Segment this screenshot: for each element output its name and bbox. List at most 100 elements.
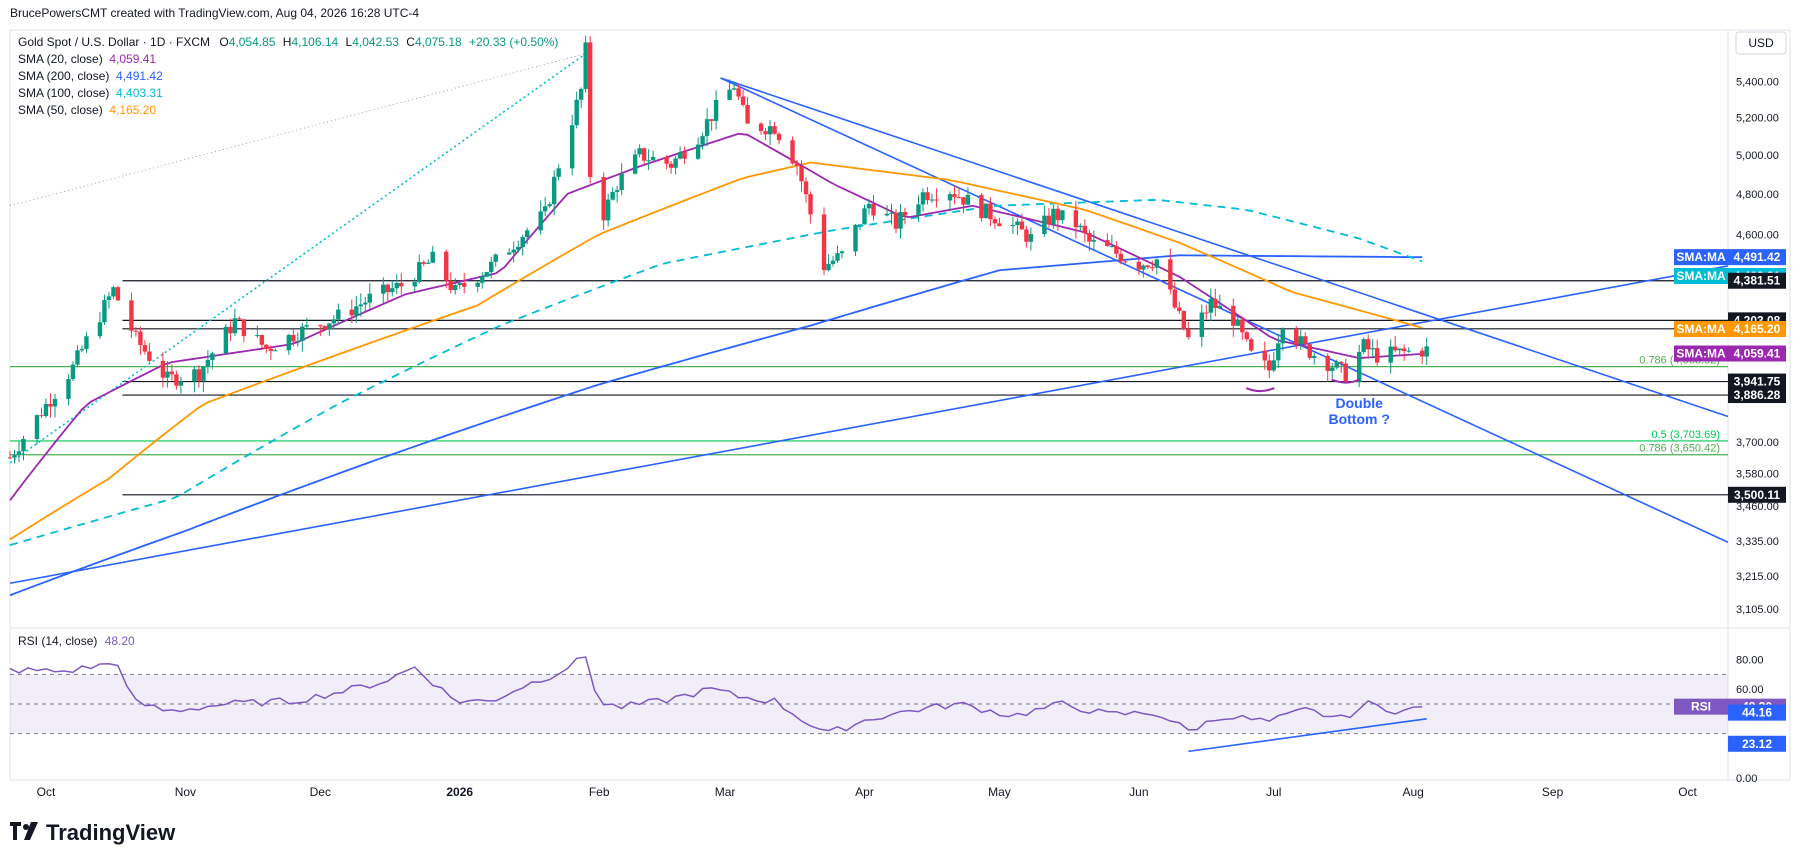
candle-body bbox=[1154, 259, 1160, 268]
candle-body bbox=[1370, 348, 1375, 350]
badge-label-box bbox=[1674, 698, 1728, 715]
candle-body bbox=[961, 197, 966, 205]
symbol-row[interactable]: Gold Spot / U.S. Dollar · 1D · FXCM O4,0… bbox=[18, 34, 558, 51]
ohlc-high-key: H bbox=[282, 35, 292, 49]
badge-label-text: RSI bbox=[1691, 700, 1711, 714]
candle-body bbox=[650, 157, 656, 161]
badge-label-box bbox=[1674, 249, 1728, 266]
candle-body bbox=[39, 415, 44, 417]
candle-body bbox=[115, 287, 121, 301]
trendline bbox=[720, 77, 1729, 418]
indicator-sma100[interactable]: SMA (100, close) 4,403.31 bbox=[18, 85, 558, 102]
candle-body bbox=[884, 213, 890, 216]
candle-body bbox=[363, 302, 368, 305]
candle-body bbox=[1073, 210, 1079, 228]
candle-body bbox=[1424, 346, 1429, 357]
ohlc-open-value: 4,054.85 bbox=[228, 35, 276, 49]
currency-button[interactable]: USD bbox=[1735, 31, 1787, 55]
candle-body bbox=[542, 206, 548, 212]
indicator-label: SMA (50, close) bbox=[18, 103, 103, 117]
candle-body bbox=[889, 212, 894, 214]
candle-body bbox=[394, 283, 399, 289]
price-tick-label: 3,335.00 bbox=[1736, 536, 1779, 548]
tradingview-logo-text: TradingView bbox=[46, 820, 176, 845]
candle-body bbox=[1262, 350, 1267, 361]
candle-body bbox=[745, 104, 750, 124]
time-tick-label: Dec bbox=[310, 785, 331, 799]
ohlc-low-key: L bbox=[345, 35, 353, 49]
candle-body bbox=[448, 280, 453, 291]
price-tick-label: 3,460.00 bbox=[1736, 501, 1779, 513]
time-tick-label: May bbox=[988, 785, 1011, 799]
badge-value-box bbox=[1728, 272, 1786, 289]
candle-body bbox=[920, 192, 926, 205]
candle-body bbox=[1091, 240, 1097, 242]
candle-body bbox=[1330, 367, 1335, 371]
symbol-title: Gold Spot / U.S. Dollar · 1D · FXCM bbox=[18, 35, 211, 49]
indicator-sma20[interactable]: SMA (20, close) 4,059.41 bbox=[18, 51, 558, 68]
candle-body bbox=[790, 140, 795, 164]
candle-body bbox=[664, 157, 669, 164]
time-tick-label: Mar bbox=[715, 785, 736, 799]
candle-body bbox=[304, 325, 310, 327]
candle-body bbox=[232, 318, 238, 334]
candle-body bbox=[129, 300, 134, 331]
candle-body bbox=[1298, 336, 1303, 345]
candle-body bbox=[668, 163, 674, 168]
candle-body bbox=[169, 371, 175, 375]
candle-body bbox=[1051, 208, 1056, 225]
badge-value-text: 3,500.11 bbox=[1734, 488, 1780, 502]
candle-body bbox=[871, 203, 876, 216]
indicator-sma200[interactable]: SMA (200, close) 4,491.42 bbox=[18, 68, 558, 85]
candle-body bbox=[740, 96, 746, 105]
candle-body bbox=[821, 214, 827, 271]
candle-body bbox=[947, 194, 953, 201]
candle-body bbox=[646, 160, 651, 162]
trendline bbox=[720, 77, 1729, 544]
candle-body bbox=[300, 326, 305, 341]
candle-body bbox=[286, 334, 292, 351]
badge-label-text: SMA:MA bbox=[1676, 322, 1726, 336]
rsi-legend[interactable]: RSI (14, close) 48.20 bbox=[18, 634, 135, 648]
indicator-value: 4,491.42 bbox=[116, 69, 163, 83]
candle-body bbox=[111, 287, 116, 297]
badge-value-box bbox=[1728, 486, 1786, 503]
candle-body bbox=[826, 263, 831, 271]
candle-body bbox=[1307, 344, 1312, 358]
candle-body bbox=[835, 253, 840, 261]
candle-body bbox=[421, 262, 426, 264]
candle-body bbox=[147, 351, 152, 361]
candle-body bbox=[524, 230, 530, 238]
price-tick-label: 3,700.00 bbox=[1736, 437, 1779, 449]
time-tick-label: Jul bbox=[1266, 785, 1281, 799]
badge-value-text: 4,491.42 bbox=[1734, 250, 1781, 264]
annotation-line-2: Bottom ? bbox=[1328, 411, 1389, 427]
candle-body bbox=[48, 404, 53, 407]
indicator-sma50[interactable]: SMA (50, close) 4,165.20 bbox=[18, 102, 558, 119]
candle-body bbox=[556, 168, 561, 177]
candle-body bbox=[772, 126, 777, 134]
candle-body bbox=[808, 194, 813, 215]
candle-body bbox=[601, 176, 606, 221]
candle-body bbox=[426, 262, 431, 264]
candle-body bbox=[1082, 225, 1088, 233]
chart-attribution: BrucePowersCMT created with TradingView.… bbox=[10, 6, 420, 20]
candle-body bbox=[857, 224, 863, 226]
candle-body bbox=[578, 88, 584, 100]
price-tick-label: 3,105.00 bbox=[1736, 604, 1779, 616]
candle-body bbox=[839, 251, 845, 254]
badge-label-box bbox=[1674, 345, 1728, 362]
candle-body bbox=[736, 88, 741, 97]
change-value: +20.33 (+0.50%) bbox=[469, 35, 559, 49]
ohlc-close-key: C bbox=[406, 35, 415, 49]
tradingview-logo[interactable]: TradingView bbox=[10, 820, 175, 846]
candle-body bbox=[196, 369, 202, 381]
candle-body bbox=[511, 249, 516, 253]
candle-body bbox=[1186, 328, 1191, 338]
candle-body bbox=[1181, 311, 1187, 329]
price-badge: 3,500.11 bbox=[1728, 486, 1786, 503]
rsi-tick-label: 80.00 bbox=[1736, 655, 1764, 667]
candle-body bbox=[583, 42, 588, 89]
